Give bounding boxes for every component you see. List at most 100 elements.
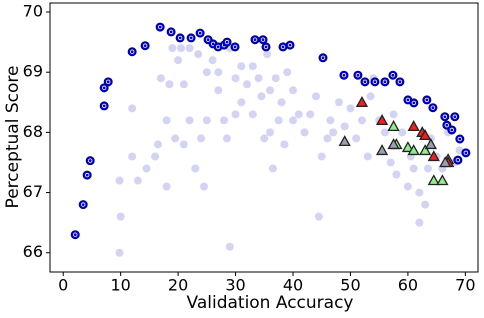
point (317, 152, 326, 161)
point (179, 80, 188, 89)
point (380, 77, 390, 87)
point (237, 62, 246, 71)
point (440, 112, 450, 122)
point (151, 152, 160, 161)
point (415, 188, 424, 197)
point (82, 170, 92, 180)
point (166, 27, 176, 37)
point (176, 44, 185, 53)
point (154, 140, 163, 149)
point (334, 98, 343, 107)
point (168, 44, 177, 53)
point (340, 122, 349, 131)
point-ring (129, 49, 135, 54)
point (289, 116, 298, 125)
point (357, 116, 366, 125)
point-ring (84, 172, 90, 178)
point-ring (157, 24, 163, 30)
point-ring (81, 202, 86, 207)
point (294, 110, 303, 119)
point (214, 68, 223, 77)
point-ring (397, 79, 403, 85)
point (415, 218, 424, 227)
point (250, 35, 260, 45)
point (274, 116, 283, 125)
point (257, 92, 266, 101)
point-ring (457, 136, 463, 142)
point (387, 138, 400, 150)
point-ring (405, 97, 411, 103)
x-tick-label: 20 (168, 276, 188, 295)
point (70, 230, 80, 240)
point (386, 158, 395, 167)
point (428, 103, 438, 113)
point (318, 53, 328, 63)
point (326, 116, 335, 125)
point (214, 86, 223, 95)
point (427, 174, 440, 186)
point (401, 141, 415, 153)
point (366, 92, 375, 101)
point (339, 70, 349, 80)
point (230, 42, 240, 52)
point (248, 62, 257, 71)
y-tick-label: 69 (23, 62, 43, 81)
point (195, 28, 205, 38)
point (450, 112, 460, 122)
point (436, 174, 449, 186)
point-ring (205, 37, 211, 42)
point (128, 104, 137, 113)
point (352, 134, 361, 143)
point (375, 114, 389, 125)
point (285, 40, 295, 50)
point (165, 80, 174, 89)
point-ring (287, 42, 293, 48)
x-tick-label: 10 (110, 276, 130, 295)
point (185, 116, 194, 125)
point-ring (280, 44, 286, 50)
point (243, 80, 252, 89)
point (222, 134, 231, 143)
point-ring (73, 232, 78, 237)
point (231, 110, 240, 119)
point-ring (260, 37, 266, 42)
point-ring (232, 44, 238, 50)
point (329, 128, 338, 137)
point (398, 128, 407, 137)
point-ring (355, 73, 361, 78)
point (363, 152, 372, 161)
point-ring (444, 122, 450, 128)
point-ring (142, 43, 148, 48)
point (225, 242, 234, 251)
point-ring (252, 37, 258, 42)
point (231, 74, 240, 83)
point (453, 155, 463, 165)
point (99, 101, 109, 111)
x-tick-label: 70 (455, 276, 475, 295)
point (338, 135, 351, 147)
point (116, 212, 125, 221)
point-ring (442, 114, 448, 119)
x-tick-label: 50 (340, 276, 360, 295)
point-ring (101, 103, 107, 109)
y-tick-label: 70 (23, 2, 43, 21)
x-tick-label: 0 (58, 276, 68, 295)
point (395, 77, 405, 87)
point (311, 92, 320, 101)
point (202, 68, 211, 77)
point (439, 156, 452, 168)
point (220, 116, 229, 125)
point (78, 200, 88, 210)
point-ring (320, 55, 326, 60)
point-ring (424, 97, 430, 103)
point (156, 74, 165, 83)
point (419, 129, 432, 141)
point (388, 70, 398, 80)
point (380, 128, 389, 137)
point (115, 248, 124, 257)
point-ring (101, 85, 107, 91)
point (194, 50, 203, 59)
point (314, 212, 323, 221)
point (248, 110, 257, 119)
y-tick-label: 67 (23, 182, 43, 201)
